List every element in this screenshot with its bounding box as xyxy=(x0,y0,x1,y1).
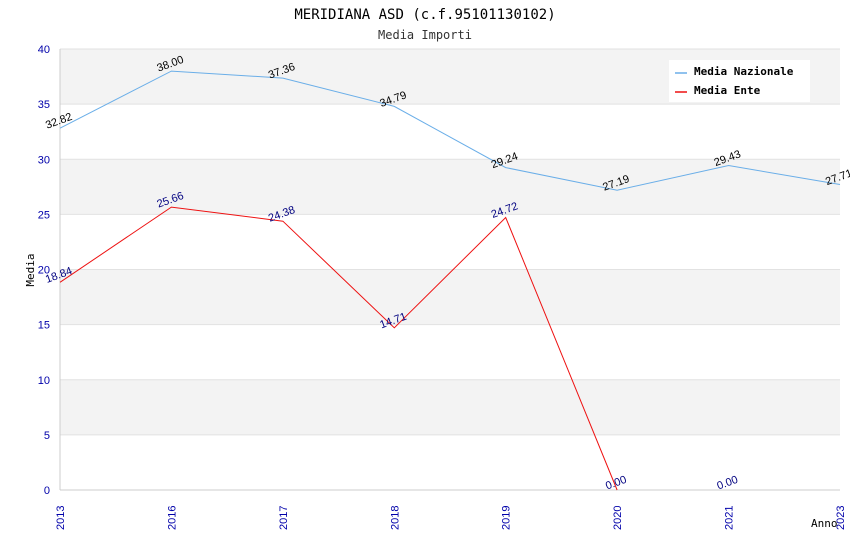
y-tick-label: 30 xyxy=(38,154,50,166)
x-tick-label: 2020 xyxy=(612,506,624,530)
y-axis-title: Media xyxy=(24,253,37,286)
grid-band xyxy=(60,379,840,435)
x-tick-label: 2018 xyxy=(389,506,401,530)
y-tick-labels: 0 5 10 15 20 25 30 35 40 xyxy=(38,44,50,497)
y-tick-label: 10 xyxy=(38,375,50,387)
legend-label-media-nazionale: Media Nazionale xyxy=(694,65,794,78)
y-tick-label: 35 xyxy=(38,99,50,111)
grid-band xyxy=(60,434,840,490)
x-tick-label: 2019 xyxy=(501,506,513,530)
y-tick-label: 40 xyxy=(38,44,50,56)
x-tick-labels: 2013 2016 2017 2018 2019 2020 2021 2023 xyxy=(55,506,847,530)
chart-title: MERIDIANA ASD (c.f.95101130102) xyxy=(294,7,555,23)
x-tick-label: 2016 xyxy=(166,506,178,530)
legend: Media Nazionale Media Ente xyxy=(669,60,810,102)
grid-band xyxy=(60,214,840,270)
legend-box xyxy=(669,60,810,102)
background-bands xyxy=(60,48,840,491)
x-axis-title: Anno xyxy=(811,517,838,530)
y-tick-label: 0 xyxy=(44,485,50,497)
series-line-media-ente xyxy=(59,206,618,491)
chart-subtitle: Media Importi xyxy=(378,28,472,42)
x-tick-label: 2013 xyxy=(55,506,67,530)
y-tick-label: 20 xyxy=(38,265,50,277)
y-tick-label: 5 xyxy=(44,430,50,442)
axes xyxy=(59,49,840,491)
grid-band xyxy=(60,104,840,160)
series-lines xyxy=(59,70,841,491)
grid-band xyxy=(60,324,840,380)
x-tick-label: 2021 xyxy=(724,506,736,530)
x-tick-label: 2017 xyxy=(278,506,290,530)
x-tick-label: 2023 xyxy=(835,506,847,530)
y-tick-label: 15 xyxy=(38,320,50,332)
grid-band xyxy=(60,269,840,325)
series-line-media-nazionale xyxy=(59,70,841,191)
y-tick-label: 25 xyxy=(38,209,50,221)
legend-label-media-ente: Media Ente xyxy=(694,84,761,97)
grid-band xyxy=(60,159,840,215)
